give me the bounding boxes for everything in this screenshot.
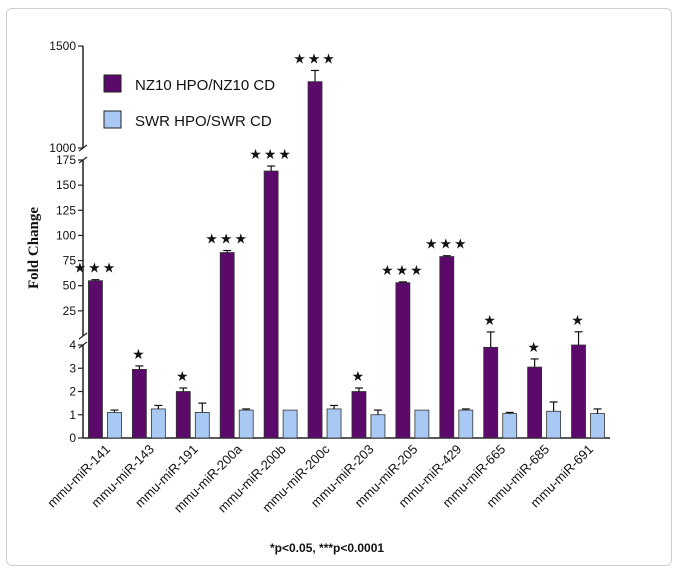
significance-stars: ★★★ <box>381 263 425 279</box>
bar-swr <box>326 408 342 439</box>
significance-stars: ★★★ <box>249 147 293 163</box>
y-tick-label: 50 <box>63 279 77 293</box>
y-tick-label: 1500 <box>49 39 76 53</box>
bar-swr <box>282 409 298 439</box>
axis-break-mark <box>78 332 88 340</box>
legend-swatch-swr <box>103 110 122 129</box>
y-tick-label: 150 <box>56 178 76 192</box>
significance-stars: ★★★ <box>425 237 469 253</box>
bar-swr <box>107 412 122 439</box>
y-axis-label: Fold Change <box>26 207 42 289</box>
bar-nz10 <box>131 369 147 439</box>
y-tick-label: 100 <box>56 228 76 242</box>
bar-nz10 <box>351 391 367 439</box>
bar-nz10 <box>219 252 235 439</box>
significance-stars: ★ <box>132 347 147 363</box>
bar-nz10 <box>439 256 455 439</box>
bar-nz10 <box>395 282 411 439</box>
bar-nz10 <box>263 170 279 439</box>
bar-swr <box>546 410 562 439</box>
bar-swr <box>194 412 210 439</box>
chart-frame <box>6 8 672 566</box>
bar-swr <box>238 409 254 439</box>
legend-label-swr: SWR HPO/SWR CD <box>135 113 272 130</box>
significance-footnote: *p<0.05, ***p<0.0001 <box>270 541 384 555</box>
y-tick-label: 75 <box>63 254 77 268</box>
bar-nz10 <box>527 366 543 439</box>
y-tick-label: 125 <box>56 203 76 217</box>
y-tick-label: 3 <box>69 361 76 375</box>
significance-stars: ★★★ <box>293 51 337 67</box>
significance-stars: ★★★ <box>74 261 118 277</box>
significance-stars: ★ <box>527 340 542 356</box>
bar-swr <box>414 409 430 439</box>
y-tick-label: 1 <box>69 408 76 422</box>
bar-nz10 <box>571 344 586 439</box>
significance-stars: ★ <box>176 369 191 385</box>
bar-swr <box>458 409 474 439</box>
y-tick-label: 25 <box>63 304 77 318</box>
significance-stars: ★ <box>352 369 367 385</box>
bars-layer <box>88 69 605 439</box>
y-tick-label: 4 <box>69 338 76 352</box>
legend: NZ10 HPO/NZ10 CD SWR HPO/SWR CD <box>103 74 275 130</box>
bar-nz10 <box>307 81 323 439</box>
bar-nz10 <box>175 391 191 439</box>
bar-swr <box>502 413 518 439</box>
y-tick-label: 175 <box>56 153 76 167</box>
bar-swr <box>150 408 166 439</box>
legend-swatch-nz10 <box>103 74 122 93</box>
bar-swr <box>370 414 386 439</box>
y-tick-label: 2 <box>69 385 76 399</box>
bar-swr <box>590 413 605 439</box>
y-tick-label: 1000 <box>49 141 76 155</box>
significance-stars: ★★★ <box>205 232 249 248</box>
y-tick-label: 0 <box>69 431 76 445</box>
significance-stars: ★ <box>483 313 498 329</box>
legend-label-nz10: NZ10 HPO/NZ10 CD <box>135 77 275 94</box>
bar-nz10 <box>88 280 103 439</box>
significance-stars: ★ <box>571 313 586 329</box>
bar-nz10 <box>483 346 499 439</box>
